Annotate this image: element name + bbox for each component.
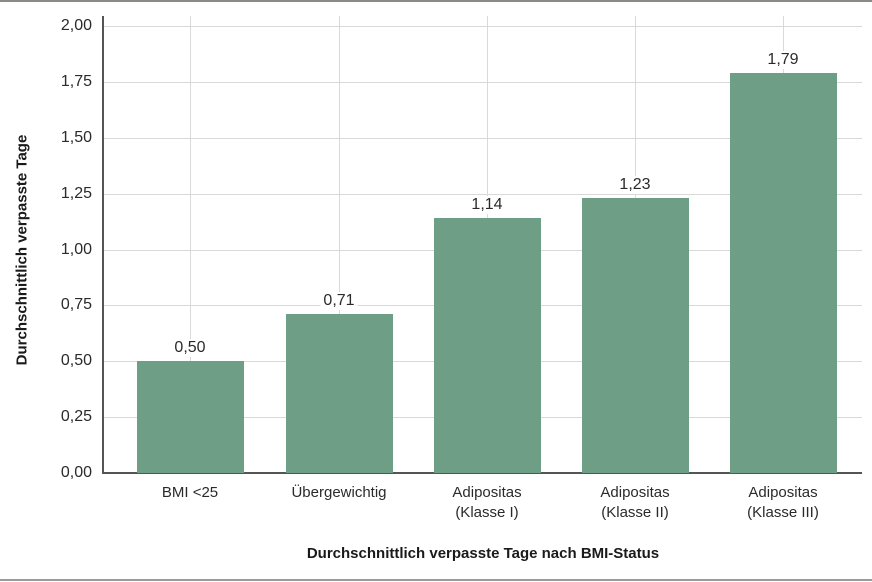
bar	[285, 314, 393, 473]
horizontal-gridline	[104, 138, 862, 139]
y-tick-label: 1,75	[60, 73, 92, 90]
bar	[581, 198, 689, 473]
x-category-label: Adipositas (Klasse III)	[747, 484, 819, 521]
bar	[729, 72, 837, 473]
x-category-label: Übergewichtig	[291, 484, 387, 501]
y-tick-label: 1,00	[60, 241, 92, 258]
y-tick-label: 0,50	[60, 352, 92, 369]
y-tick-label: 1,25	[60, 185, 92, 202]
horizontal-gridline	[104, 194, 862, 195]
horizontal-gridline	[104, 82, 862, 83]
y-axis-title: Durchschnittlich verpasste Tage	[13, 134, 31, 366]
bar-value-label: 0,71	[320, 292, 358, 311]
bar-value-label: 1,23	[616, 176, 654, 195]
y-tick-label: 2,00	[60, 17, 92, 34]
vertical-gridline	[190, 16, 191, 473]
horizontal-gridline	[104, 26, 862, 27]
x-category-label: Adipositas (Klasse I)	[452, 484, 522, 521]
vertical-gridline	[339, 16, 340, 473]
bottom-border	[0, 579, 872, 581]
bar-value-label: 0,50	[171, 339, 209, 358]
x-category-label: Adipositas (Klasse II)	[600, 484, 670, 521]
y-tick-label: 1,50	[60, 129, 92, 146]
x-category-label: BMI <25	[161, 484, 219, 501]
y-tick-label: 0,00	[60, 464, 92, 481]
bar-value-label: 1,79	[764, 50, 802, 69]
bar	[433, 218, 541, 473]
y-tick-label: 0,25	[60, 408, 92, 425]
x-axis-title: Durchschnittlich verpasste Tage nach BMI…	[306, 545, 660, 562]
x-axis-line	[102, 472, 862, 474]
top-border	[0, 0, 872, 2]
y-tick-label: 0,75	[60, 296, 92, 313]
bar-value-label: 1,14	[468, 196, 506, 215]
bar	[136, 361, 244, 473]
y-axis-line	[102, 16, 104, 474]
